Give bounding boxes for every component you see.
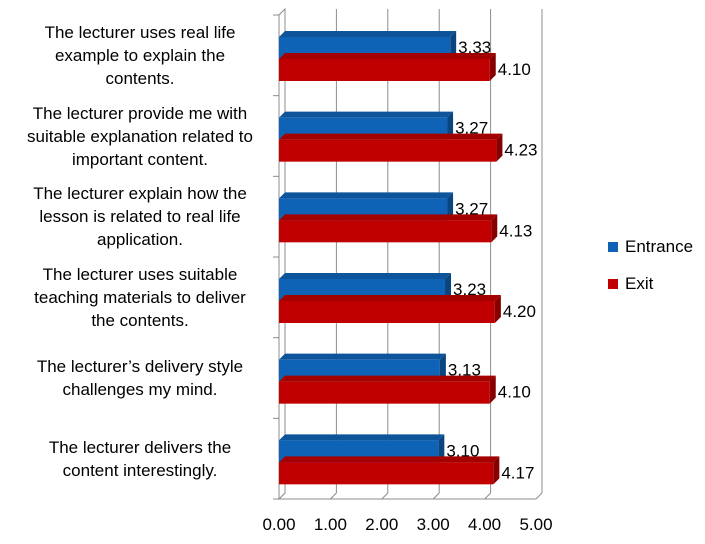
legend-label: Entrance [625,237,694,256]
floor-gridline [432,492,440,500]
x-tick-label: 1.00 [314,515,347,534]
data-label-entrance: 3.13 [448,361,481,380]
x-tick-label: 4.00 [468,515,501,534]
bar-exit [279,220,492,243]
bar-exit [279,462,494,485]
floor-gridline [484,492,491,500]
category-label: The lecturer delivers the content intere… [48,438,232,480]
bar-top-entrance [279,111,454,118]
data-label-entrance: 3.33 [458,38,491,57]
bar-top-entrance [279,192,454,199]
data-label-entrance: 3.10 [446,441,479,460]
bar-end-exit [489,53,496,81]
bar-end-exit [491,214,498,243]
data-label-exit: 4.10 [498,383,531,402]
side-wall [278,7,286,501]
x-tick-label: 5.00 [519,515,552,534]
category-label: The lecturer uses real life example to e… [44,23,236,88]
category-label: The lecturer provide me with suitable ex… [27,104,253,169]
floor-gridline [381,492,389,500]
bar-top-entrance [279,273,452,279]
legend-swatch [608,242,618,252]
bar-end-entrance [439,353,446,382]
bar-top-entrance [279,434,445,441]
data-label-exit: 4.13 [499,221,532,240]
x-tick-label: 2.00 [365,515,398,534]
bar-end-exit [489,375,496,404]
data-label-entrance: 3.27 [455,199,488,218]
bar-end-entrance [447,111,454,140]
bar-exit [279,139,497,162]
bar-end-entrance [438,434,445,463]
floor-gridline [535,492,543,500]
data-label-exit: 4.20 [503,302,536,321]
bar-exit [279,301,495,323]
bar-top-exit [279,375,496,382]
legend-swatch [608,279,618,289]
category-label: The lecturer’s delivery style challenges… [36,357,244,399]
bar-end-exit [496,133,503,162]
x-tick-label: 3.00 [417,515,450,534]
legend-label: Exit [625,274,654,293]
bar-end-entrance [450,31,457,59]
floor-gridline [330,492,337,500]
data-label-exit: 4.17 [501,463,534,482]
bar-end-entrance [447,192,454,221]
bar-end-exit [494,295,501,323]
legend-item-entrance: Entrance [608,237,693,257]
bar-top-exit [279,214,498,221]
category-label: The lecturer uses suitable teaching mate… [34,265,246,330]
bar-end-entrance [445,273,452,301]
bar-exit [279,59,490,81]
data-label-exit: 4.23 [504,141,537,160]
legend-item-exit: Exit [608,274,653,294]
data-label-exit: 4.10 [498,60,531,79]
category-label: The lecturer explain how the lesson is r… [33,184,247,249]
data-label-entrance: 3.27 [455,119,488,138]
bar-top-exit [279,456,500,463]
bar-end-exit [493,456,500,485]
x-tick-label: 0.00 [262,515,295,534]
bar-top-entrance [279,31,457,37]
bar-top-exit [279,53,496,59]
bar-top-entrance [279,353,446,360]
bar-top-exit [279,133,503,140]
bar-top-exit [279,295,501,301]
bar-exit [279,381,490,404]
data-label-entrance: 3.23 [453,280,486,299]
